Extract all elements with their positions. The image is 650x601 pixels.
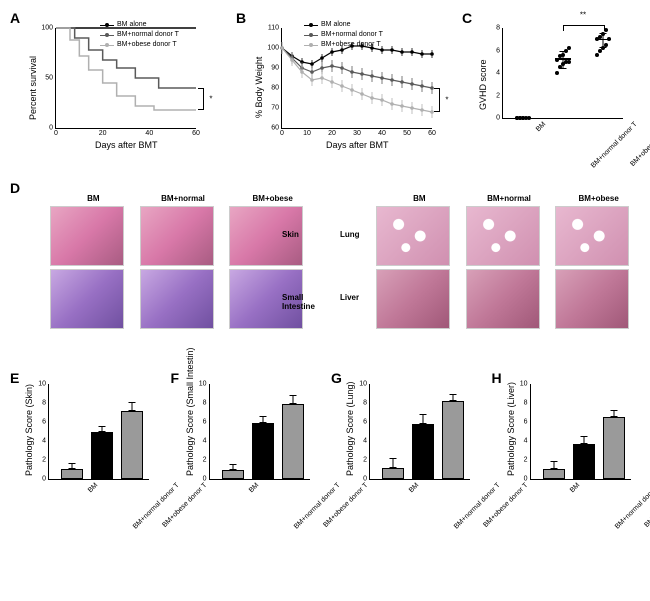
histo-si-normal [140, 269, 214, 329]
panel-c-chart: 02468BMBM+normal donor TBM+obese donor T… [502, 28, 623, 119]
panel-d-left: BM BM+normal BM+obese Skin Small Intes [10, 180, 316, 360]
bar-chart: 0246810BMBM+normal donor TBM+obese donor… [369, 384, 470, 480]
histo-lung-normal [466, 206, 540, 266]
panel-b-label: B [236, 10, 246, 26]
histo-si [50, 269, 316, 329]
panel-b-legend: BM aloneBM+normal donor TBM+obese donor … [304, 20, 383, 50]
histo-liver [376, 269, 642, 329]
bar-chart: 0246810BMBM+normal donor TBM+obese donor… [530, 384, 631, 480]
col-normal: BM+normal [140, 194, 227, 203]
panel-c: C 02468BMBM+normal donor TBM+obese donor… [462, 10, 642, 170]
ylabel: Pathology Score (Skin) [24, 384, 34, 476]
panel-b-ylabel: % Body Weight [254, 57, 264, 118]
panel-a-sig-star: * [209, 95, 212, 104]
panel-d-right-liver-row: Liver [376, 269, 642, 329]
panel-c-label: C [462, 10, 472, 26]
col-obese-r: BM+obese [555, 194, 642, 203]
histo-liver-bm [376, 269, 450, 329]
histo-lung [376, 206, 642, 266]
panel-a-sig-bracket [203, 88, 204, 110]
row-si: Small Intestine [282, 293, 316, 311]
row-liver: Liver [340, 293, 359, 302]
histo-liver-normal [466, 269, 540, 329]
panel-b-sig-star: * [445, 96, 448, 105]
row-lung: Lung [340, 230, 360, 239]
panel-g: G 0246810BMBM+normal donor TBM+obese dono… [331, 370, 482, 550]
panel-a-legend: BM aloneBM+normal donor TBM+obese donor … [100, 20, 179, 50]
panel-h: H 0246810BMBM+normal donor TBM+obese dono… [492, 370, 643, 550]
panel-label: H [492, 370, 502, 386]
panel-a-label: A [10, 10, 20, 26]
panel-d-label: D [10, 180, 20, 196]
histo-skin [50, 206, 316, 266]
histo-lung-bm [376, 206, 450, 266]
col-obese: BM+obese [229, 194, 316, 203]
panel-label: G [331, 370, 342, 386]
panel-label: F [171, 370, 180, 386]
bar-chart: 0246810BMBM+normal donor TBM+obese donor… [209, 384, 310, 480]
panel-e: E 0246810BMBM+normal donor TBM+obese dono… [10, 370, 161, 550]
row-1: A * 0501000204060 BM aloneBM+normal dono… [10, 10, 642, 170]
panel-d-left-si-row: Small Intestine [50, 269, 316, 329]
panel-label: E [10, 370, 19, 386]
panel-b-sig-bracket [439, 88, 440, 112]
ylabel: Pathology Score (Small Intestin) [185, 347, 195, 476]
figure: A * 0501000204060 BM aloneBM+normal dono… [10, 10, 640, 550]
ylabel: Pathology Score (Liver) [506, 382, 516, 476]
panel-c-ylabel: GVHD score [478, 59, 488, 110]
panel-b: B * 607080901001100102030405060 BM alone… [236, 10, 456, 170]
panel-a: A * 0501000204060 BM aloneBM+normal dono… [10, 10, 230, 170]
ylabel: Pathology Score (Lung) [345, 381, 355, 476]
panel-a-xlabel: Days after BMT [95, 140, 158, 150]
histo-skin-normal [140, 206, 214, 266]
panel-d-left-headers: BM BM+normal BM+obese [50, 194, 316, 203]
histo-skin-bm [50, 206, 124, 266]
panel-d-right-headers: BM BM+normal BM+obese [376, 194, 642, 203]
histo-lung-obese [555, 206, 629, 266]
panel-b-xlabel: Days after BMT [326, 140, 389, 150]
bar-chart: 0246810BMBM+normal donor TBM+obese donor… [48, 384, 149, 480]
panel-a-ylabel: Percent survival [28, 56, 38, 120]
row-skin: Skin [282, 230, 299, 239]
panel-d-right-lung-row: Lung [376, 206, 642, 266]
panel-d-right: BM BM+normal BM+obese Lung Liver [336, 180, 642, 360]
histo-si-bm [50, 269, 124, 329]
panel-d-left-skin-row: Skin [50, 206, 316, 266]
panel-f: F 0246810BMBM+normal donor TBM+obese dono… [171, 370, 322, 550]
panel-d-row: D BM BM+normal BM+obese Skin [10, 180, 642, 360]
row-3: E 0246810BMBM+normal donor TBM+obese dono… [10, 370, 642, 550]
col-bm: BM [50, 194, 137, 203]
col-normal-r: BM+normal [466, 194, 553, 203]
histo-liver-obese [555, 269, 629, 329]
col-bm-r: BM [376, 194, 463, 203]
